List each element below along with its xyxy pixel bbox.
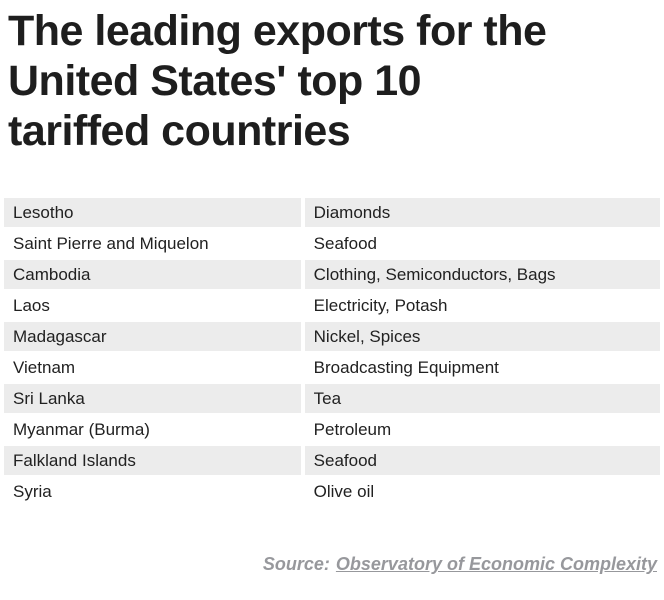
export-cell: Broadcasting Equipment [304, 353, 660, 382]
country-cell: Lesotho [4, 198, 301, 227]
table-row: Lesotho Diamonds [4, 198, 660, 227]
country-cell: Myanmar (Burma) [4, 415, 301, 444]
table-row: Madagascar Nickel, Spices [4, 322, 660, 351]
table-row: Cambodia Clothing, Semiconductors, Bags [4, 260, 660, 289]
table-row: Sri Lanka Tea [4, 384, 660, 413]
exports-table: Lesotho Diamonds Saint Pierre and Miquel… [0, 196, 664, 508]
table-row: Vietnam Broadcasting Equipment [4, 353, 660, 382]
country-cell: Madagascar [4, 322, 301, 351]
export-cell: Tea [304, 384, 660, 413]
export-cell: Electricity, Potash [304, 291, 660, 320]
table-row: Laos Electricity, Potash [4, 291, 660, 320]
table-row: Falkland Islands Seafood [4, 446, 660, 475]
source-link[interactable]: Observatory of Economic Complexity [335, 554, 657, 574]
exports-table-body: Lesotho Diamonds Saint Pierre and Miquel… [4, 198, 660, 506]
country-cell: Cambodia [4, 260, 301, 289]
country-cell: Falkland Islands [4, 446, 301, 475]
infographic: The leading exports for the United State… [0, 6, 664, 600]
page-title-line-3: tariffed countries [8, 107, 351, 155]
country-cell: Syria [4, 477, 301, 506]
export-cell: Clothing, Semiconductors, Bags [304, 260, 660, 289]
table-row: Myanmar (Burma) Petroleum [4, 415, 660, 444]
page-title: The leading exports for the United State… [8, 6, 656, 156]
country-cell: Laos [4, 291, 301, 320]
page-title-line-2: United States' top 10 [8, 57, 422, 105]
export-cell: Seafood [304, 446, 660, 475]
country-cell: Sri Lanka [4, 384, 301, 413]
country-cell: Saint Pierre and Miquelon [4, 229, 301, 258]
page-title-line-1: The leading exports for the [8, 7, 547, 55]
export-cell: Olive oil [304, 477, 660, 506]
table-row: Syria Olive oil [4, 477, 660, 506]
source-line: Source: Observatory of Economic Complexit… [0, 554, 664, 575]
export-cell: Petroleum [304, 415, 660, 444]
export-cell: Nickel, Spices [304, 322, 660, 351]
export-cell: Diamonds [304, 198, 660, 227]
export-cell: Seafood [304, 229, 660, 258]
table-row: Saint Pierre and Miquelon Seafood [4, 229, 660, 258]
source-label: Source: [262, 554, 330, 574]
country-cell: Vietnam [4, 353, 301, 382]
